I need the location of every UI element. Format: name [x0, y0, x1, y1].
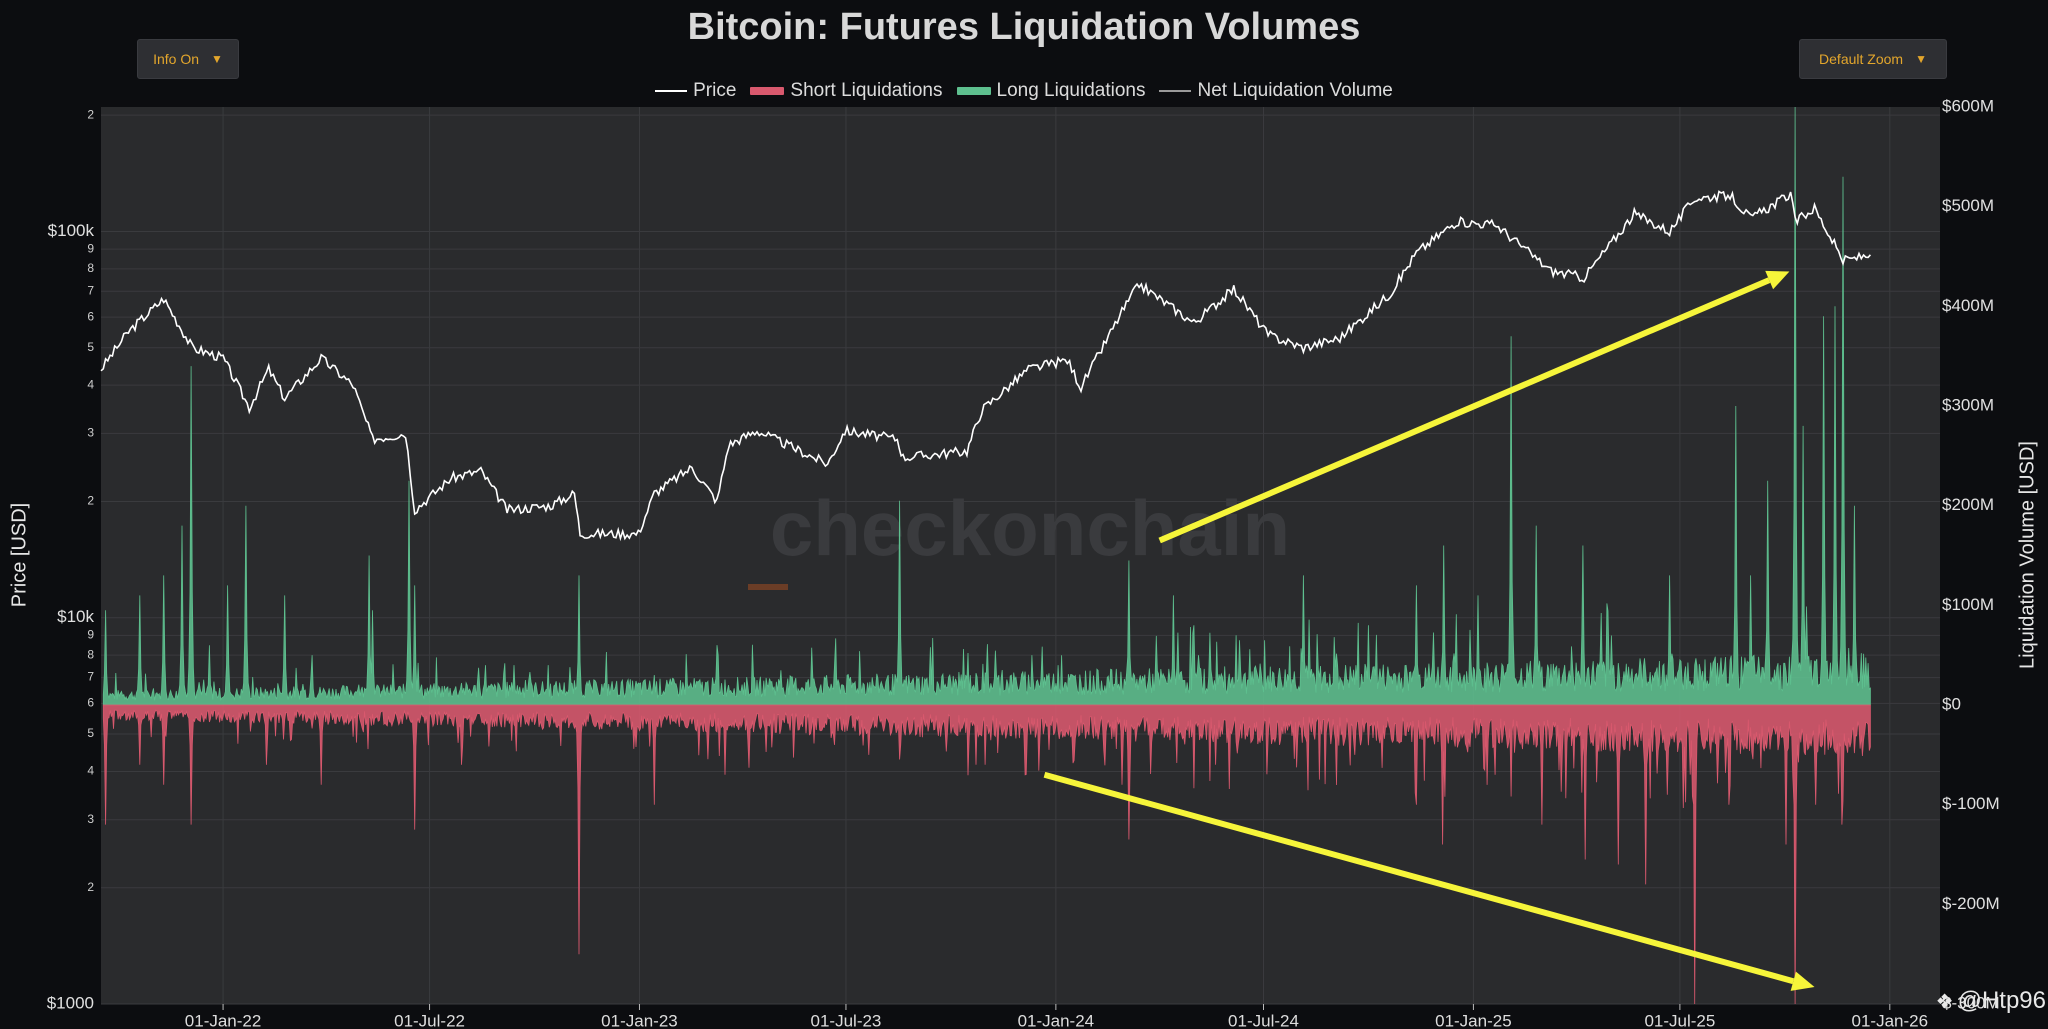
y-left-minor-label: 3: [87, 812, 94, 826]
y-left-minor-label: 5: [87, 340, 94, 354]
y-left-axis-title: Price [USD]: [8, 503, 30, 607]
x-tick-label: 01-Jul-24: [1228, 1011, 1299, 1029]
y-left-minor-label: 7: [87, 670, 94, 684]
zoom-button-label: Default Zoom: [1819, 51, 1904, 67]
y-left-minor-label: 8: [87, 647, 94, 661]
x-tick-label: 01-Jan-24: [1018, 1011, 1095, 1029]
legend-swatch: [655, 90, 688, 92]
y-right-axis-title: Liquidation Volume [USD]: [2016, 441, 2038, 669]
y-left-minor-label: 9: [87, 241, 94, 255]
watermark-logo-bar: [748, 584, 788, 590]
y-left-tick-label: $100k: [48, 221, 95, 240]
x-tick-label: 01-Jul-22: [394, 1011, 465, 1029]
legend-swatch: [956, 87, 991, 95]
caret-down-icon: ▼: [211, 52, 223, 66]
legend-swatch: [750, 87, 785, 95]
y-left-minor-label: 8: [87, 261, 94, 275]
chart-legend: Price Short Liquidations Long Liquidations…: [0, 80, 2048, 102]
legend-item-2[interactable]: Long Liquidations: [956, 80, 1146, 102]
price-line: [100, 190, 1871, 542]
plot-area: [101, 107, 1940, 1004]
legend-swatch: [1159, 90, 1192, 92]
legend-label: Price: [693, 80, 737, 101]
legend-item-3[interactable]: Net Liquidation Volume: [1159, 80, 1393, 102]
y-left-minor-label: 4: [87, 377, 94, 391]
y-right-tick-label: $-200M: [1942, 894, 2000, 913]
x-tick-label: 01-Jul-23: [811, 1011, 882, 1029]
legend-item-0[interactable]: Price: [655, 80, 736, 102]
y-left-minor-label: 4: [87, 764, 94, 778]
y-right-tick-label: $0: [1942, 694, 1961, 713]
annotation-arrowhead-1: [1790, 971, 1815, 991]
y-right-tick-label: $500M: [1942, 196, 1994, 215]
info-toggle-button[interactable]: Info On ▼: [137, 39, 239, 79]
zoom-select-button[interactable]: Default Zoom ▼: [1799, 39, 1947, 79]
y-left-minor-label: 2: [87, 107, 94, 121]
annotation-arrow-0: [1158, 277, 1771, 544]
caret-down-icon: ▼: [1915, 52, 1927, 66]
info-button-label: Info On: [153, 51, 200, 67]
long-liquidations-area: [102, 106, 1871, 706]
y-left-minor-label: 7: [87, 283, 94, 297]
y-right-tick-label: $400M: [1942, 296, 1994, 315]
y-left-tick-label: $10k: [57, 607, 94, 626]
y-left-minor-label: 2: [87, 494, 94, 508]
chart-title: Bitcoin: Futures Liquidation Volumes: [687, 6, 1361, 48]
y-right-tick-label: $300M: [1942, 395, 1994, 414]
credit-handle: ❖ @Htp96: [1936, 987, 2046, 1015]
y-left-tick-label: $1000: [47, 993, 94, 1012]
x-tick-label: 01-Jan-23: [601, 1011, 678, 1029]
y-left-minor-label: 6: [87, 309, 94, 323]
y-left-minor-label: 5: [87, 726, 94, 740]
y-left-minor-label: 3: [87, 426, 94, 440]
watermark-text: checkonchain: [770, 484, 1290, 572]
y-right-tick-label: $200M: [1942, 495, 1994, 514]
y-left-minor-label: 2: [87, 880, 94, 894]
y-right-tick-label: $100M: [1942, 595, 1994, 614]
legend-label: Short Liquidations: [790, 80, 943, 101]
x-tick-label: 01-Jan-25: [1435, 1011, 1512, 1029]
annotation-arrowhead-0: [1765, 270, 1790, 290]
x-tick-label: 01-Jan-22: [185, 1011, 262, 1029]
legend-label: Net Liquidation Volume: [1197, 80, 1393, 101]
legend-label: Long Liquidations: [996, 80, 1146, 101]
x-tick-label: 01-Jan-26: [1852, 1011, 1929, 1029]
legend-item-1[interactable]: Short Liquidations: [750, 80, 943, 102]
diamond-logo-icon: ❖: [1935, 990, 1954, 1013]
short-liquidations-area: [102, 704, 1871, 1005]
x-tick-label: 01-Jul-25: [1644, 1011, 1715, 1029]
y-left-minor-label: 9: [87, 628, 94, 642]
credit-text: @Htp96: [1957, 987, 2046, 1014]
y-right-tick-label: $-100M: [1942, 794, 2000, 813]
annotation-arrow-1: [1043, 771, 1795, 985]
y-left-minor-label: 6: [87, 696, 94, 710]
